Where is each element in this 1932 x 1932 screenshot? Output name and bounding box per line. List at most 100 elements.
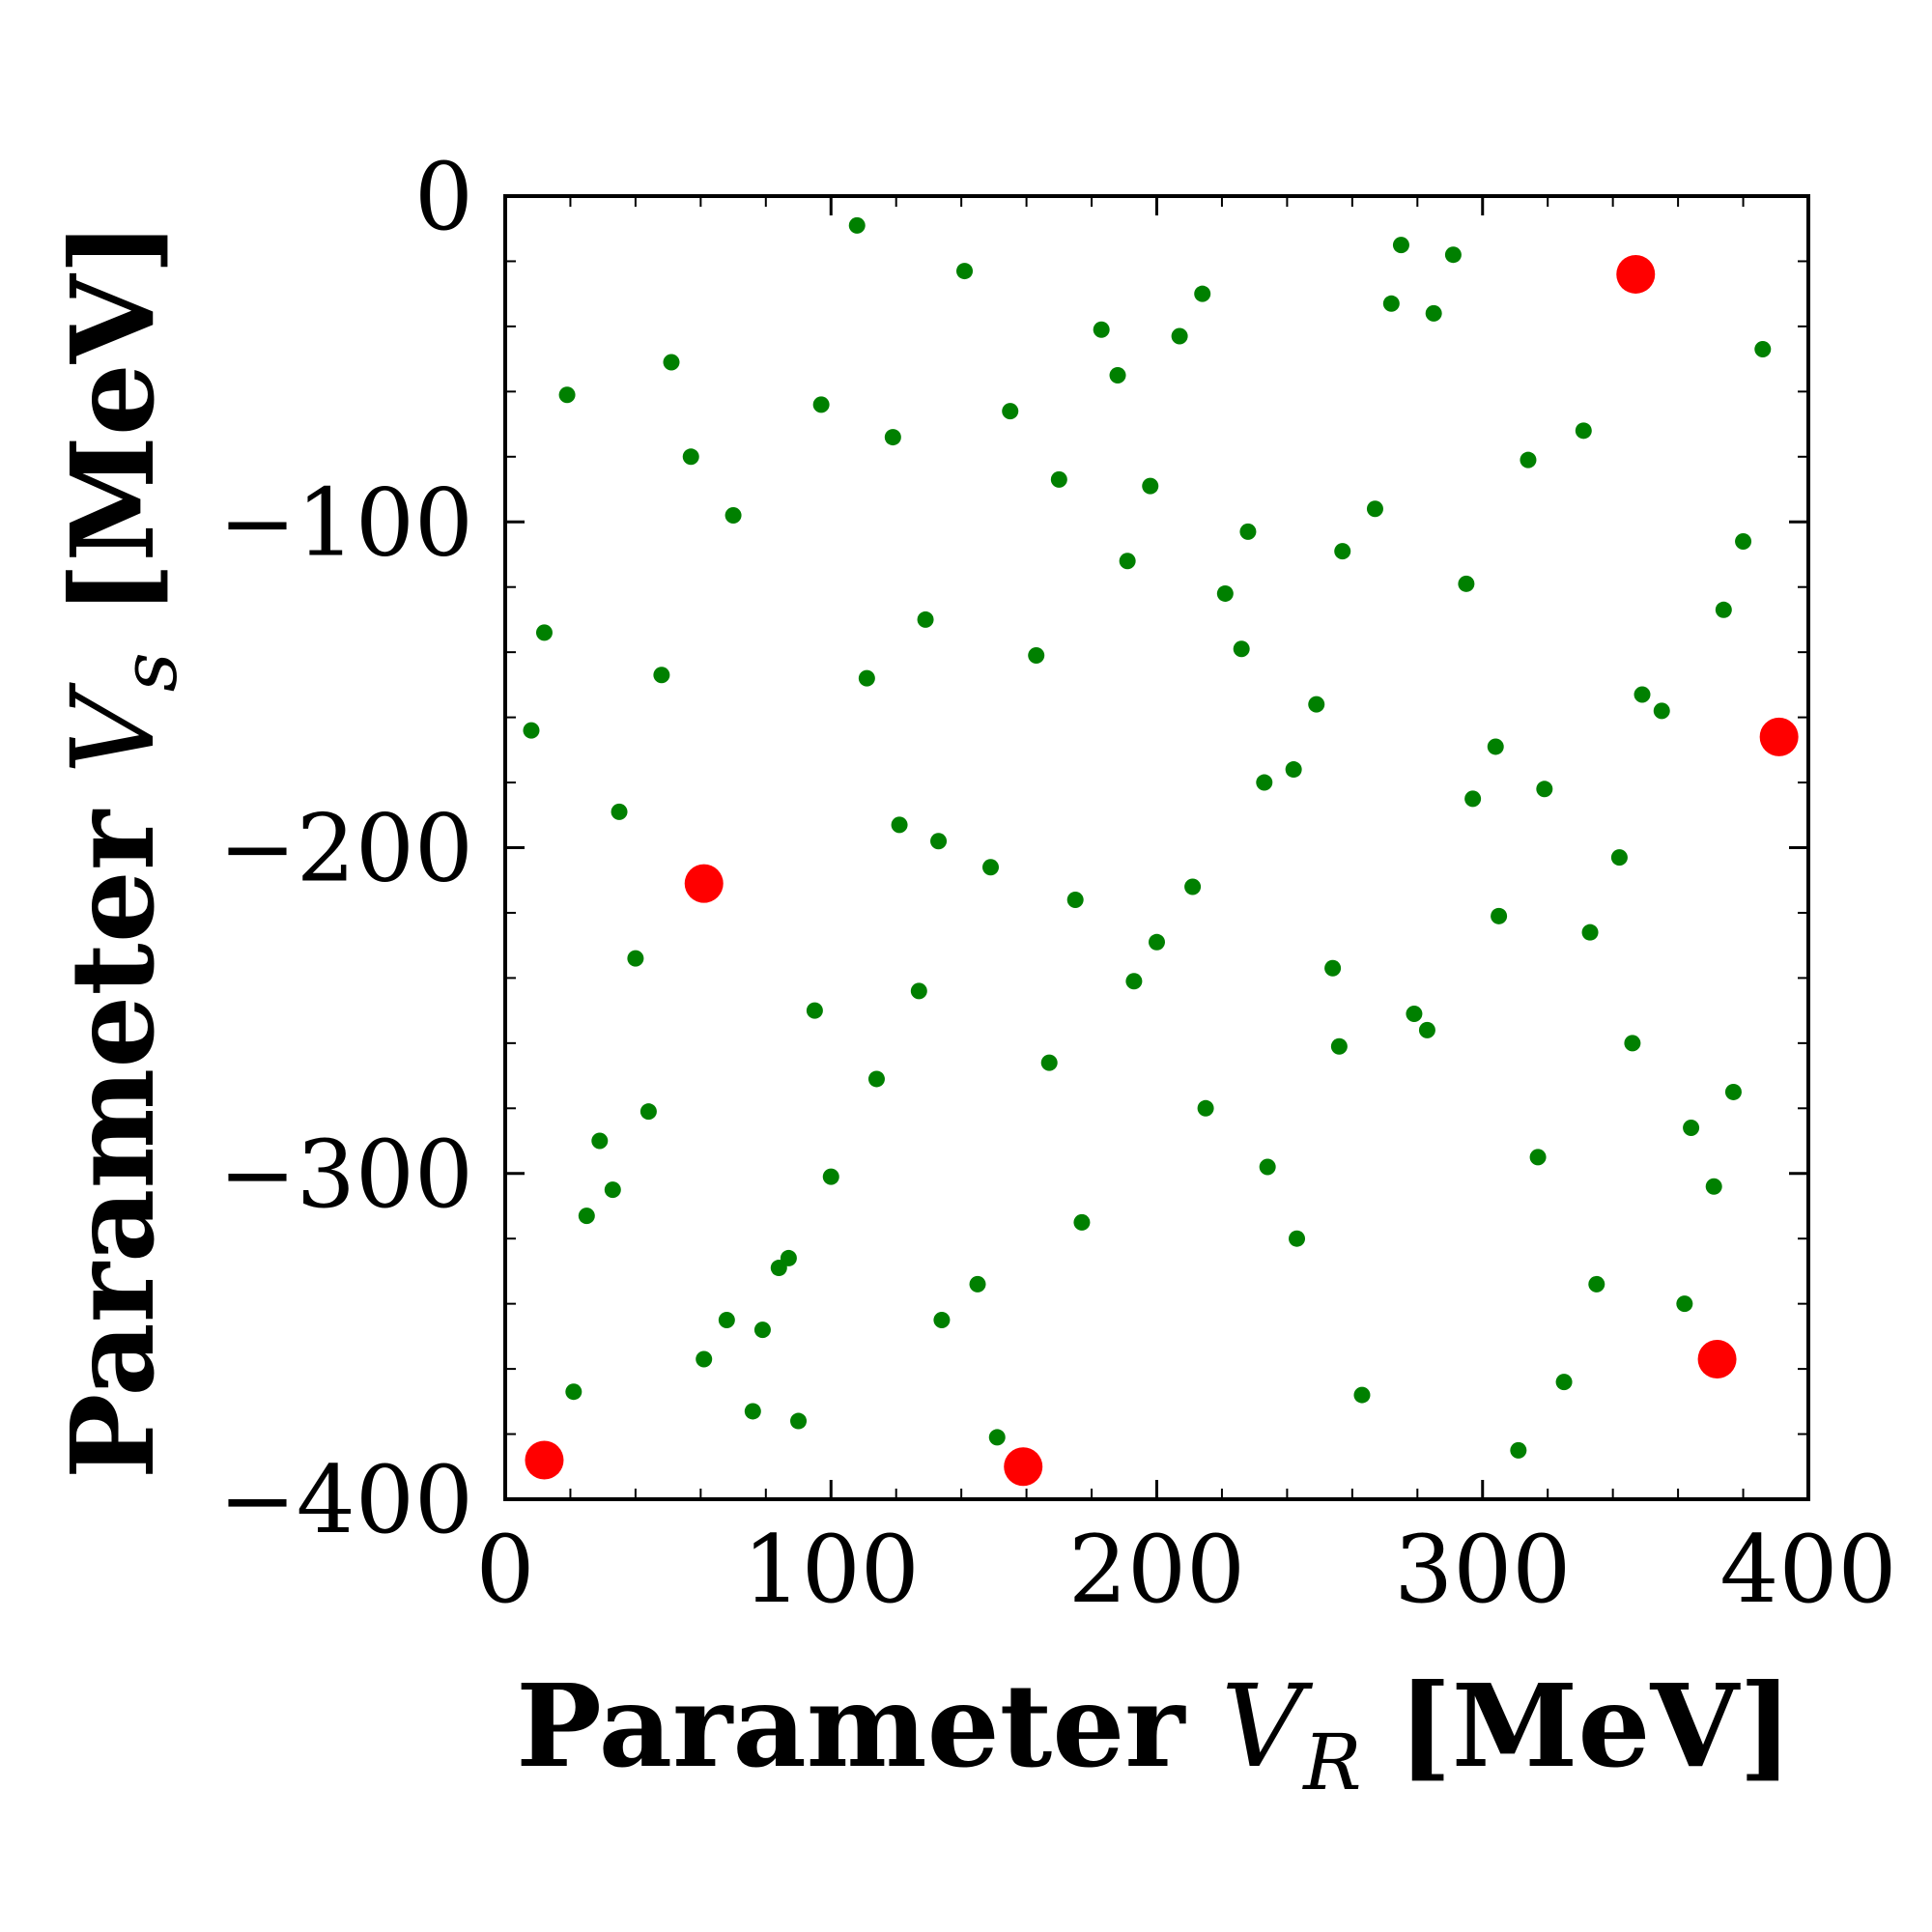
x-tick-label: 200 [1068, 1516, 1245, 1624]
sample-point [1066, 891, 1084, 908]
y-tick-label: 0 [414, 143, 473, 251]
sample-point [535, 624, 553, 641]
sample-point [1093, 321, 1110, 338]
sample-point [1487, 738, 1504, 755]
y-axis-title: Parameter Vs [MeV] [45, 221, 203, 1480]
sample-point [639, 1103, 657, 1121]
sample-point [1406, 1005, 1423, 1022]
sample-point [1754, 341, 1772, 358]
sample-point [1002, 403, 1019, 420]
y-tick-label: −200 [218, 795, 473, 903]
x-tick-label: 100 [743, 1516, 920, 1624]
sample-point [822, 1168, 839, 1185]
sample-point [578, 1208, 595, 1225]
y-tick-label: −100 [218, 469, 473, 577]
sample-point [1125, 973, 1143, 990]
sample-point [1520, 451, 1537, 469]
sample-point [956, 263, 974, 280]
sample-point [1330, 1037, 1348, 1055]
sample-point [1109, 366, 1126, 384]
sample-point [591, 1132, 609, 1150]
sample-point [1510, 1441, 1527, 1459]
x-tick-label: 0 [475, 1516, 534, 1624]
sample-point [1289, 1230, 1306, 1247]
sample-point [724, 507, 742, 525]
sample-point [858, 669, 875, 687]
sample-point [1444, 246, 1462, 264]
sample-point [1197, 1099, 1214, 1117]
major-ticks [503, 194, 1810, 1501]
sample-point [1705, 1178, 1722, 1195]
sample-point [565, 1383, 582, 1401]
sample-point [1588, 1275, 1605, 1293]
sample-point [1575, 422, 1592, 440]
sample-point [982, 859, 1000, 876]
highlighted-point [525, 1440, 564, 1480]
x-axis-title-unit: [MeV] [1398, 1659, 1793, 1793]
sample-point [917, 611, 934, 628]
highlighted-point [1759, 717, 1799, 756]
sample-point [663, 354, 680, 371]
tick-labels: 0 100 200 300 400 0 −100 −200 −300 −400 [218, 143, 1896, 1624]
sample-point [933, 1312, 951, 1329]
sample-point [696, 1350, 713, 1368]
sample-point [1324, 959, 1342, 977]
sample-point [1464, 790, 1482, 808]
sample-point [988, 1429, 1006, 1446]
y-axis-title-prefix: Parameter [45, 809, 180, 1479]
sample-point [1149, 933, 1165, 951]
sample-point [1171, 327, 1188, 345]
sample-point [1555, 1374, 1573, 1391]
sample-point [812, 396, 830, 413]
sample-point [1683, 1120, 1700, 1137]
sample-point [1308, 696, 1325, 713]
sample-point [1491, 907, 1508, 924]
sample-point [1050, 470, 1067, 488]
sample-point [604, 1181, 621, 1199]
y-tick-label: −300 [218, 1121, 473, 1229]
sample-point [1634, 686, 1651, 703]
sample-point [1425, 304, 1442, 322]
plot-area-frame [503, 194, 1810, 1501]
sample-point [806, 1002, 823, 1019]
x-axis-title-symbol: V [1221, 1660, 1314, 1793]
x-axis-title-subscript: R [1301, 1718, 1361, 1807]
sample-point [1536, 781, 1553, 798]
sample-point [523, 722, 540, 739]
sample-point [1610, 849, 1628, 867]
sample-point [1285, 761, 1302, 779]
sample-point [770, 1260, 787, 1277]
highlighted-point [1697, 1339, 1737, 1378]
sample-point [790, 1412, 808, 1430]
sample-point [1735, 532, 1752, 550]
y-tick-label: −400 [218, 1446, 473, 1554]
sample-point [1040, 1054, 1058, 1071]
sample-point [1382, 295, 1400, 312]
sample-point [1233, 640, 1250, 658]
highlighted-point [684, 864, 724, 903]
highlighted-point [1004, 1447, 1043, 1487]
sample-point [558, 386, 576, 404]
sample-point [1256, 774, 1273, 791]
sample-point [1216, 584, 1234, 602]
sample-point [910, 982, 927, 1000]
minor-ticks [504, 195, 1809, 1500]
sample-point [653, 667, 670, 684]
sample-point [1119, 553, 1136, 570]
sample-point [1353, 1386, 1371, 1404]
highlighted-point [1616, 254, 1656, 294]
sample-point [1581, 923, 1599, 941]
sample-point [1458, 575, 1475, 592]
sample-point [884, 429, 901, 446]
x-axis-title: Parameter VR [MeV] [516, 1659, 1793, 1816]
sample-point [1724, 1083, 1742, 1100]
sample-point [867, 1070, 885, 1088]
sample-point [1239, 523, 1257, 540]
sample-point [1142, 477, 1159, 495]
sample-point [1418, 1021, 1435, 1038]
sample-point [1073, 1213, 1091, 1231]
y-axis-title-symbol: V [46, 681, 180, 774]
sample-point [744, 1403, 761, 1420]
sample-point [1715, 601, 1732, 618]
